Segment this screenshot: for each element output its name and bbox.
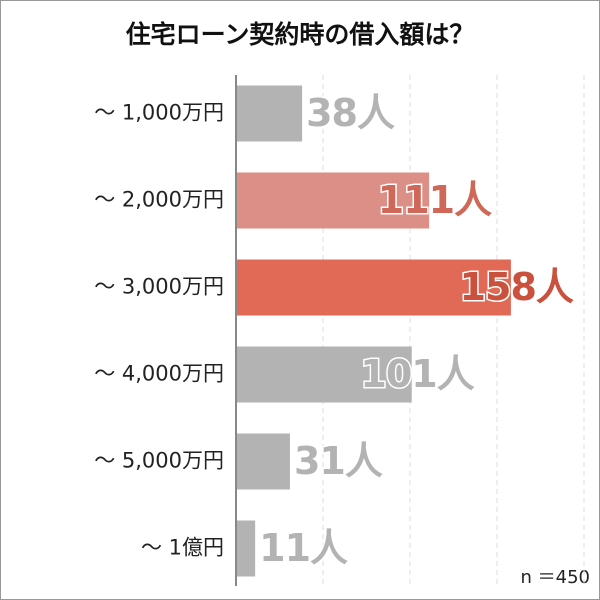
- bar: [236, 520, 256, 577]
- value-label: 111人: [378, 178, 492, 222]
- chart-title: 住宅ローン契約時の借入額は？: [126, 20, 475, 49]
- bar: [236, 85, 303, 142]
- y-tick-label: ～ 3,000万円: [94, 275, 224, 299]
- value-label: 31人: [294, 439, 383, 483]
- bar: [236, 172, 430, 229]
- value-label: 101人: [360, 352, 474, 396]
- value-label: 11人: [259, 526, 348, 570]
- y-tick-label: ～ 5,000万円: [94, 449, 224, 473]
- bar: [236, 433, 290, 490]
- value-label: 38人: [306, 91, 395, 135]
- bar: [236, 259, 511, 316]
- y-tick-label: ～ 1,000万円: [94, 101, 224, 125]
- y-tick-label: ～ 2,000万円: [94, 188, 224, 212]
- annotation: n ＝450: [521, 567, 591, 588]
- y-tick-label: ～ 4,000万円: [94, 362, 224, 386]
- y-tick-label: ～ 1億円: [141, 536, 224, 560]
- value-label: 158人: [460, 265, 574, 309]
- bar: [236, 346, 412, 403]
